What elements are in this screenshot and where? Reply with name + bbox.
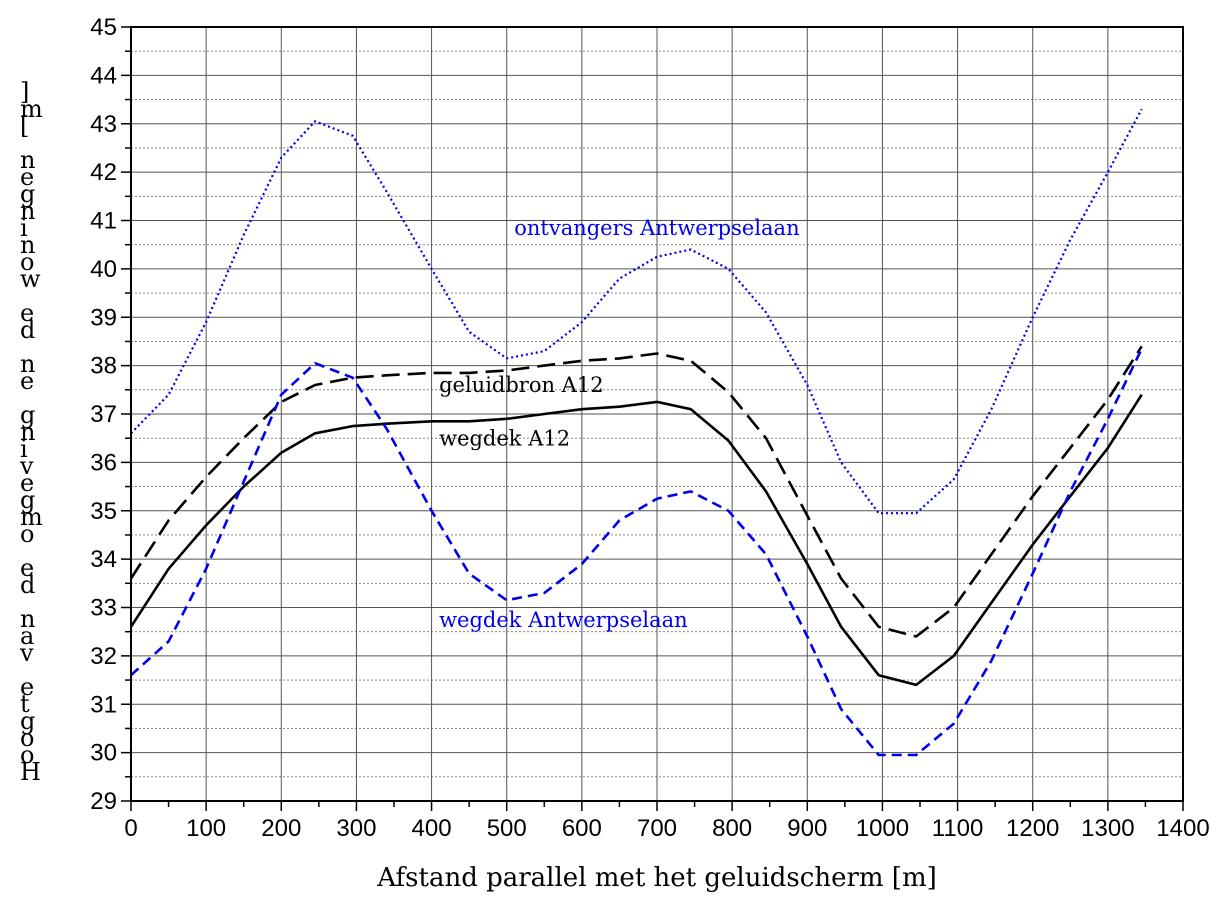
y-tick-label: 29 xyxy=(90,788,117,815)
y-tick-label: 34 xyxy=(90,546,117,573)
x-tick-label: 400 xyxy=(412,815,452,842)
x-tick-label: 600 xyxy=(562,815,602,842)
x-tick-label: 900 xyxy=(787,815,827,842)
axis-ticks xyxy=(121,26,1184,811)
x-tick-label: 800 xyxy=(712,815,752,842)
y-tick-label: 32 xyxy=(90,643,117,670)
y-tick-label: 40 xyxy=(90,256,117,283)
y-tick-label: 31 xyxy=(90,691,117,718)
series-line-2 xyxy=(129,345,1143,638)
x-axis-label: Afstand parallel met het geluidscherm [m… xyxy=(376,863,937,893)
series-line-3 xyxy=(129,394,1143,687)
x-tick-label: 1000 xyxy=(856,815,909,842)
y-tick-label: 30 xyxy=(90,740,117,767)
y-tick-label: 42 xyxy=(90,159,117,186)
y-tick-label: 41 xyxy=(90,208,117,235)
x-tick-label: 500 xyxy=(487,815,527,842)
annotation-label-1: ontvangers Antwerpselaan xyxy=(514,216,799,240)
x-tick-label: 1200 xyxy=(1006,815,1059,842)
y-tick-label: 45 xyxy=(90,14,117,41)
y-tick-label: 33 xyxy=(90,595,117,622)
annotation-label-3: wegdek A12 xyxy=(439,426,570,450)
y-tick-label: 39 xyxy=(90,304,117,331)
series-group xyxy=(129,108,1143,757)
series-line-1 xyxy=(130,108,1143,515)
x-tick-label: 200 xyxy=(261,815,301,842)
y-tick-label: 38 xyxy=(90,353,117,380)
annotation-label-2: geluidbron A12 xyxy=(439,373,603,397)
x-tick-label: 1300 xyxy=(1081,815,1134,842)
y-tick-label: 44 xyxy=(90,62,117,89)
y-tick-label: 43 xyxy=(90,111,117,138)
annotation-label-4: wegdek Antwerpselaan xyxy=(439,608,688,632)
x-tick-label: 100 xyxy=(186,815,226,842)
x-tick-label: 700 xyxy=(637,815,677,842)
y-tick-label: 37 xyxy=(90,401,117,428)
y-tick-label: 35 xyxy=(90,498,117,525)
grid xyxy=(130,26,1184,802)
tick-labels: 29 30 31 32 33 34 35 36 37 38 39 40 41 42 43 44 45 0 100 20… xyxy=(90,14,1209,842)
y-tick-label: 36 xyxy=(90,449,117,476)
x-tick-label: 0 xyxy=(124,815,137,842)
annotations: ontvangers Antwerpselaan geluidbron A12 we… xyxy=(439,216,800,632)
x-tick-label: 1400 xyxy=(1156,815,1209,842)
x-tick-label: 300 xyxy=(336,815,376,842)
x-tick-label: 1100 xyxy=(932,815,984,842)
series-line-4 xyxy=(130,348,1143,757)
